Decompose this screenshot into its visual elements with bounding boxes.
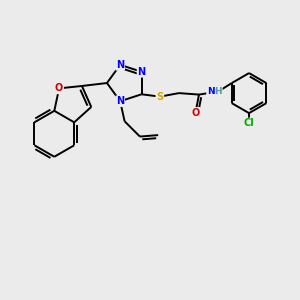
Text: N: N <box>116 96 124 106</box>
Text: N: N <box>137 67 146 77</box>
Text: H: H <box>214 87 222 96</box>
Text: O: O <box>55 83 63 93</box>
Text: N: N <box>207 87 214 96</box>
Text: S: S <box>156 92 164 102</box>
Text: Cl: Cl <box>244 118 254 128</box>
Text: N: N <box>116 60 124 70</box>
Text: O: O <box>191 108 200 118</box>
